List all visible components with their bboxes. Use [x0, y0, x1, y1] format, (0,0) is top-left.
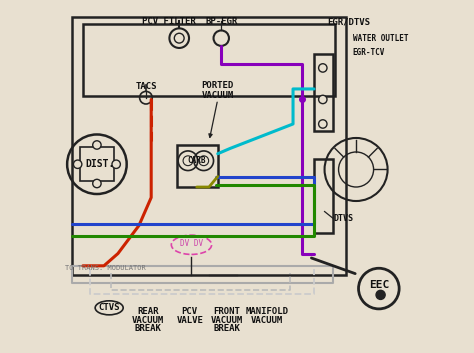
- Text: REAR: REAR: [137, 307, 158, 316]
- Text: DTVS: DTVS: [333, 214, 353, 223]
- Text: TO TRANS. MODULATOR: TO TRANS. MODULATOR: [65, 264, 146, 270]
- Text: BP-EGR: BP-EGR: [205, 17, 237, 26]
- Text: BREAK: BREAK: [213, 324, 240, 333]
- Bar: [314, 54, 333, 131]
- Text: VACUUM: VACUUM: [210, 316, 243, 325]
- Circle shape: [112, 160, 120, 168]
- Text: VALVE: VALVE: [176, 316, 203, 325]
- Text: EGR/DTVS: EGR/DTVS: [328, 17, 371, 26]
- Circle shape: [93, 179, 101, 188]
- Bar: [177, 145, 218, 187]
- Circle shape: [319, 120, 327, 128]
- Text: EGR-TCV: EGR-TCV: [353, 48, 385, 57]
- Text: MANIFOLD: MANIFOLD: [245, 307, 288, 316]
- Circle shape: [358, 268, 399, 309]
- Text: PORTED: PORTED: [201, 81, 234, 90]
- Bar: [314, 159, 333, 233]
- Circle shape: [73, 160, 82, 168]
- Text: VACUUM: VACUUM: [201, 91, 234, 101]
- Bar: [73, 17, 346, 275]
- Circle shape: [319, 95, 327, 104]
- Text: CTVS: CTVS: [99, 303, 120, 312]
- Text: DIST.: DIST.: [86, 159, 115, 169]
- Bar: [80, 148, 114, 181]
- Circle shape: [319, 64, 327, 72]
- Text: BREAK: BREAK: [134, 324, 161, 333]
- Text: DV DV: DV DV: [180, 239, 203, 247]
- Text: WATER OUTLET: WATER OUTLET: [353, 34, 408, 43]
- Text: EEC: EEC: [369, 280, 389, 290]
- Bar: [83, 24, 335, 96]
- Circle shape: [93, 141, 101, 149]
- Text: PCV FILTER: PCV FILTER: [142, 17, 196, 26]
- Text: PCV: PCV: [182, 307, 198, 316]
- Text: CARB: CARB: [188, 156, 206, 165]
- Text: VACUUM: VACUUM: [251, 316, 283, 325]
- Text: TACS: TACS: [135, 82, 157, 91]
- Circle shape: [376, 290, 385, 299]
- Text: FRONT: FRONT: [213, 307, 240, 316]
- Text: VACUUM: VACUUM: [132, 316, 164, 325]
